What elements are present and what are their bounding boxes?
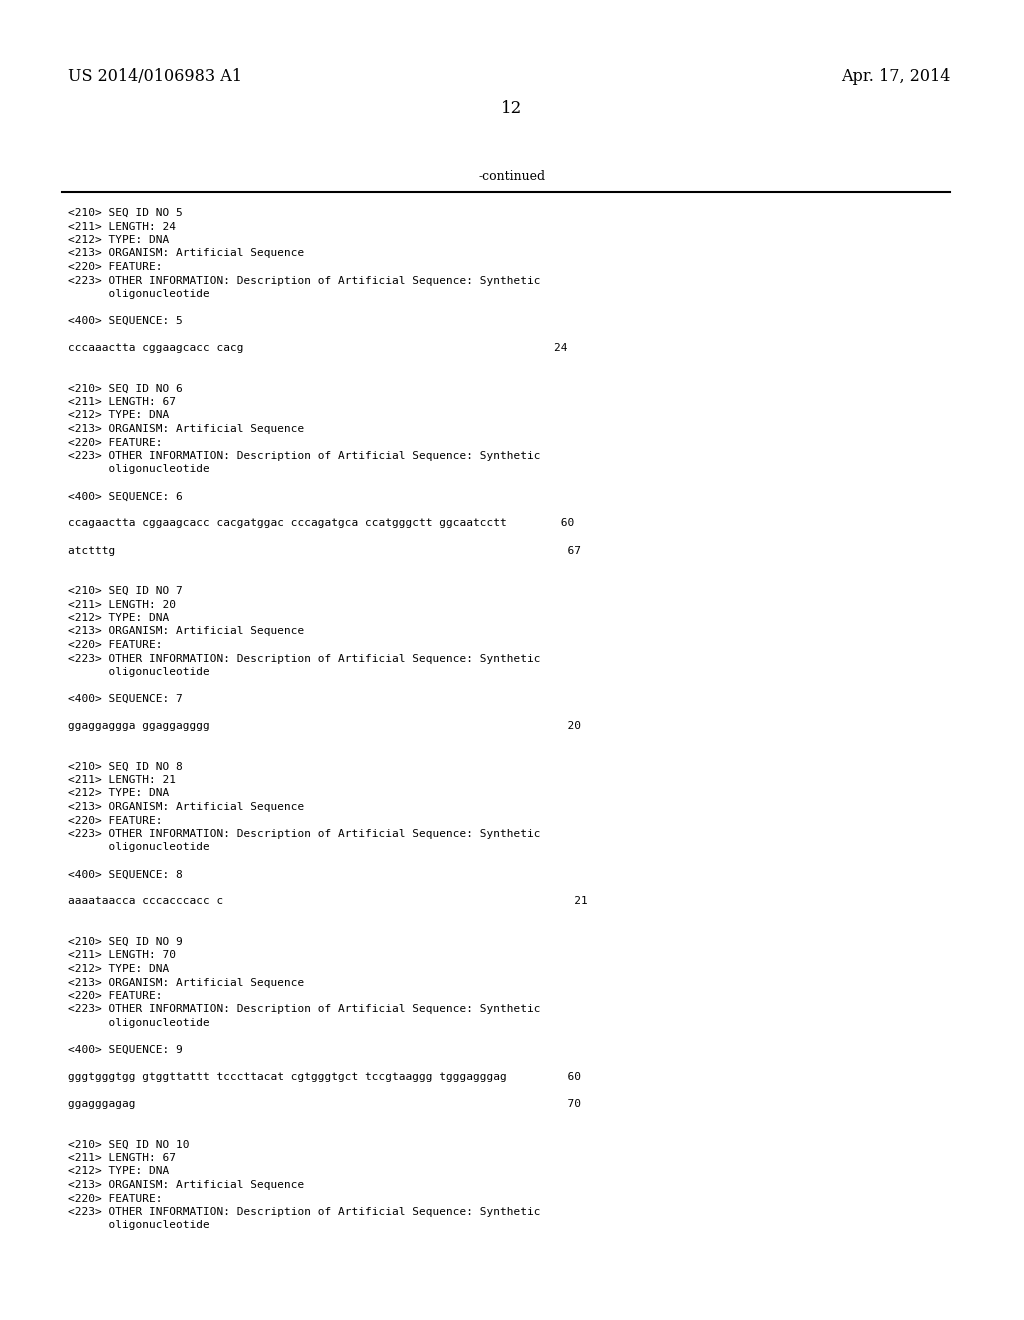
Text: <220> FEATURE:: <220> FEATURE: (68, 261, 163, 272)
Text: <400> SEQUENCE: 7: <400> SEQUENCE: 7 (68, 694, 182, 704)
Text: <211> LENGTH: 20: <211> LENGTH: 20 (68, 599, 176, 610)
Text: <211> LENGTH: 21: <211> LENGTH: 21 (68, 775, 176, 785)
Text: <213> ORGANISM: Artificial Sequence: <213> ORGANISM: Artificial Sequence (68, 248, 304, 259)
Text: <220> FEATURE:: <220> FEATURE: (68, 437, 163, 447)
Text: <212> TYPE: DNA: <212> TYPE: DNA (68, 964, 169, 974)
Text: <210> SEQ ID NO 9: <210> SEQ ID NO 9 (68, 937, 182, 946)
Text: <210> SEQ ID NO 7: <210> SEQ ID NO 7 (68, 586, 182, 597)
Text: <213> ORGANISM: Artificial Sequence: <213> ORGANISM: Artificial Sequence (68, 424, 304, 434)
Text: <223> OTHER INFORMATION: Description of Artificial Sequence: Synthetic: <223> OTHER INFORMATION: Description of … (68, 1206, 541, 1217)
Text: <212> TYPE: DNA: <212> TYPE: DNA (68, 612, 169, 623)
Text: aaaataacca cccacccacc c                                                    21: aaaataacca cccacccacc c 21 (68, 896, 588, 907)
Text: <400> SEQUENCE: 9: <400> SEQUENCE: 9 (68, 1045, 182, 1055)
Text: cccaaactta cggaagcacc cacg                                              24: cccaaactta cggaagcacc cacg 24 (68, 343, 567, 352)
Text: oligonucleotide: oligonucleotide (68, 842, 210, 853)
Text: <223> OTHER INFORMATION: Description of Artificial Sequence: Synthetic: <223> OTHER INFORMATION: Description of … (68, 1005, 541, 1015)
Text: <220> FEATURE:: <220> FEATURE: (68, 640, 163, 649)
Text: <223> OTHER INFORMATION: Description of Artificial Sequence: Synthetic: <223> OTHER INFORMATION: Description of … (68, 451, 541, 461)
Text: <210> SEQ ID NO 10: <210> SEQ ID NO 10 (68, 1139, 189, 1150)
Text: atctttg                                                                   67: atctttg 67 (68, 545, 581, 556)
Text: 12: 12 (502, 100, 522, 117)
Text: <223> OTHER INFORMATION: Description of Artificial Sequence: Synthetic: <223> OTHER INFORMATION: Description of … (68, 829, 541, 840)
Text: oligonucleotide: oligonucleotide (68, 1018, 210, 1028)
Text: oligonucleotide: oligonucleotide (68, 667, 210, 677)
Text: ggaggaggga ggaggagggg                                                     20: ggaggaggga ggaggagggg 20 (68, 721, 581, 731)
Text: <211> LENGTH: 67: <211> LENGTH: 67 (68, 1152, 176, 1163)
Text: <223> OTHER INFORMATION: Description of Artificial Sequence: Synthetic: <223> OTHER INFORMATION: Description of … (68, 276, 541, 285)
Text: <400> SEQUENCE: 6: <400> SEQUENCE: 6 (68, 491, 182, 502)
Text: <210> SEQ ID NO 5: <210> SEQ ID NO 5 (68, 209, 182, 218)
Text: <211> LENGTH: 70: <211> LENGTH: 70 (68, 950, 176, 961)
Text: <220> FEATURE:: <220> FEATURE: (68, 816, 163, 825)
Text: <213> ORGANISM: Artificial Sequence: <213> ORGANISM: Artificial Sequence (68, 627, 304, 636)
Text: <212> TYPE: DNA: <212> TYPE: DNA (68, 235, 169, 246)
Text: -continued: -continued (478, 170, 546, 183)
Text: ccagaactta cggaagcacc cacgatggac cccagatgca ccatgggctt ggcaatcctt        60: ccagaactta cggaagcacc cacgatggac cccagat… (68, 519, 574, 528)
Text: <212> TYPE: DNA: <212> TYPE: DNA (68, 788, 169, 799)
Text: <210> SEQ ID NO 6: <210> SEQ ID NO 6 (68, 384, 182, 393)
Text: <220> FEATURE:: <220> FEATURE: (68, 1193, 163, 1204)
Text: <400> SEQUENCE: 8: <400> SEQUENCE: 8 (68, 870, 182, 879)
Text: <223> OTHER INFORMATION: Description of Artificial Sequence: Synthetic: <223> OTHER INFORMATION: Description of … (68, 653, 541, 664)
Text: gggtgggtgg gtggttattt tcccttacat cgtgggtgct tccgtaaggg tgggagggag         60: gggtgggtgg gtggttattt tcccttacat cgtgggt… (68, 1072, 581, 1082)
Text: <210> SEQ ID NO 8: <210> SEQ ID NO 8 (68, 762, 182, 771)
Text: oligonucleotide: oligonucleotide (68, 289, 210, 300)
Text: <220> FEATURE:: <220> FEATURE: (68, 991, 163, 1001)
Text: <211> LENGTH: 24: <211> LENGTH: 24 (68, 222, 176, 231)
Text: <212> TYPE: DNA: <212> TYPE: DNA (68, 1167, 169, 1176)
Text: Apr. 17, 2014: Apr. 17, 2014 (841, 69, 950, 84)
Text: oligonucleotide: oligonucleotide (68, 465, 210, 474)
Text: ggagggagag                                                                70: ggagggagag 70 (68, 1100, 581, 1109)
Text: <213> ORGANISM: Artificial Sequence: <213> ORGANISM: Artificial Sequence (68, 978, 304, 987)
Text: <400> SEQUENCE: 5: <400> SEQUENCE: 5 (68, 315, 182, 326)
Text: <213> ORGANISM: Artificial Sequence: <213> ORGANISM: Artificial Sequence (68, 1180, 304, 1191)
Text: oligonucleotide: oligonucleotide (68, 1221, 210, 1230)
Text: <212> TYPE: DNA: <212> TYPE: DNA (68, 411, 169, 421)
Text: US 2014/0106983 A1: US 2014/0106983 A1 (68, 69, 242, 84)
Text: <211> LENGTH: 67: <211> LENGTH: 67 (68, 397, 176, 407)
Text: <213> ORGANISM: Artificial Sequence: <213> ORGANISM: Artificial Sequence (68, 803, 304, 812)
